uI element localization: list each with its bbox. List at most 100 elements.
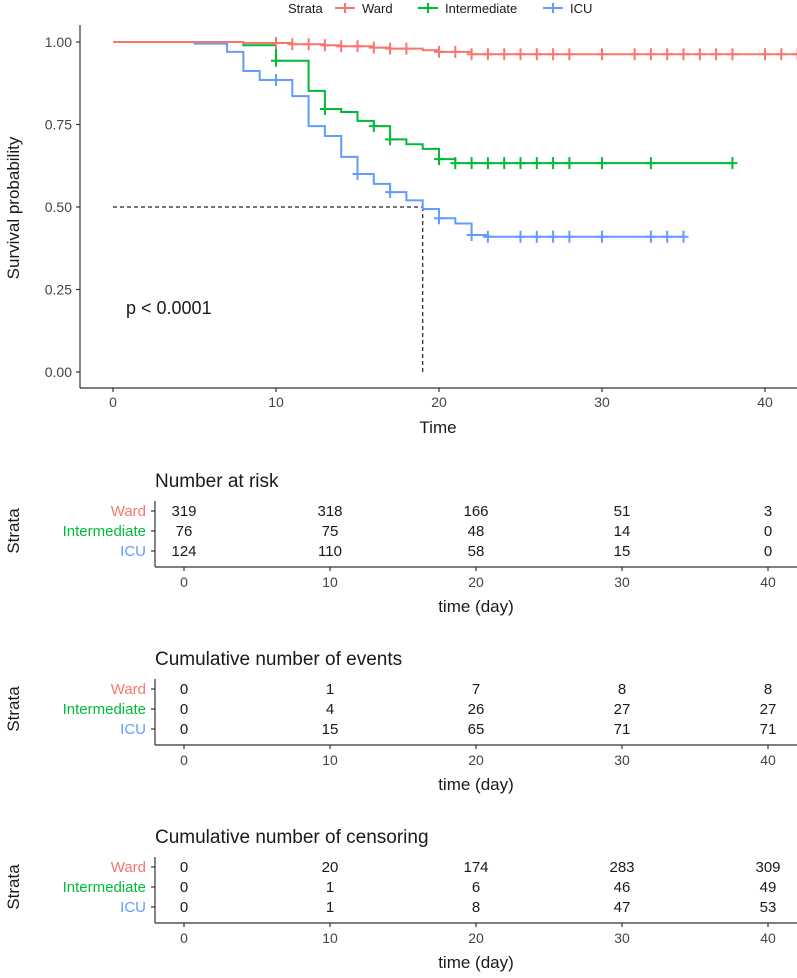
y-tick-label: 0.25 [45,282,72,298]
censor-mark-ward [368,41,379,54]
table-cell: 8 [618,681,626,698]
censor-mark-icu [597,230,607,243]
censor-mark-icu [548,230,559,243]
legend-label-intermediate: Intermediate [445,1,517,16]
table-cell: 51 [614,503,631,520]
table-cell: 71 [614,721,631,738]
censor-mark-ward [515,48,526,61]
censor-mark-icu [482,230,493,243]
censor-mark-ward [548,48,559,61]
series-intermediate [113,41,738,170]
censor-mark-icu [678,230,689,243]
table-x-tick-label: 20 [468,930,484,946]
table-x-tick-label: 30 [614,752,630,768]
table-cell: 26 [468,701,485,718]
censor-mark-intermediate [450,157,461,170]
table-cell: 8 [764,681,772,698]
censor-mark-ward [466,48,477,61]
legend-entry-ward: Ward [335,1,393,16]
censor-mark-ward [727,48,738,61]
legend-title: Strata [288,1,323,16]
table-cell: 1 [326,899,334,916]
strata-label-intermediate: Intermediate [63,879,146,896]
censor-mark-intermediate [466,157,477,170]
censor-mark-ward [434,45,444,58]
survival-curve-icu [113,41,684,238]
table-title: Number at risk [155,471,279,492]
table-cell: 47 [614,899,631,916]
censor-mark-ward [531,48,542,61]
table-cumulative-number-of-censoring: Cumulative number of censoring Strata Ward… [4,827,797,972]
table-x-tick-label: 40 [760,574,776,590]
y-tick-label: 0.75 [45,117,72,133]
censor-mark-icu [352,168,363,180]
censor-mark-ward [287,38,298,51]
survival-curve-intermediate [113,41,733,165]
table-cell: 110 [318,543,342,560]
table-x-axis-label: time (day) [438,953,514,972]
table-x-axis-label: time (day) [438,597,514,616]
table-cell: 14 [614,523,631,540]
table-cumulative-number-of-events: Cumulative number of events Strata Ward 0 1 7… [4,649,797,794]
table-cell: 71 [760,721,777,738]
table-cell: 4 [326,701,334,718]
censor-mark-ward [319,39,330,52]
table-y-axis-label: Strata [4,686,23,732]
table-y-axis-label: Strata [4,864,23,910]
table-x-tick-label: 0 [180,574,188,590]
censor-mark-intermediate [482,157,493,170]
censor-mark-icu [385,186,396,199]
table-title: Cumulative number of censoring [155,827,429,848]
strata-label-intermediate: Intermediate [63,523,146,540]
censor-mark-ward [564,48,575,61]
y-tick-label: 1.00 [45,34,72,50]
censor-mark-ward [482,48,493,61]
table-cell: 3 [764,503,772,520]
table-cell: 8 [472,899,480,916]
strata-label-icu: ICU [120,899,146,916]
censor-mark-ward [760,48,770,61]
legend-label-icu: ICU [570,1,592,16]
table-cell: 124 [171,543,196,560]
censor-mark-intermediate [434,153,444,166]
censor-mark-intermediate [385,133,396,146]
legend-entry-icu: ICU [543,1,592,16]
censor-mark-intermediate [515,157,526,170]
table-x-tick-label: 10 [322,752,338,768]
censor-mark-intermediate [368,120,379,133]
table-cell: 15 [614,543,631,560]
table-x-tick-label: 20 [468,752,484,768]
legend: Strata Ward Intermediate ICU [288,1,592,16]
table-title: Cumulative number of events [155,649,402,670]
table-cell: 0 [180,721,188,738]
table-cell: 75 [322,523,339,540]
y-axis-label: Survival probability [4,136,23,279]
censor-mark-ward [792,48,797,61]
x-tick-label: 40 [757,394,773,410]
table-cell: 27 [614,701,631,718]
series-ward [113,36,797,61]
table-cell: 49 [760,879,777,896]
strata-label-ward: Ward [111,503,146,520]
table-cell: 0 [180,879,188,896]
table-cell: 48 [468,523,485,540]
censor-mark-ward [678,48,689,61]
table-x-tick-label: 40 [760,930,776,946]
censor-mark-icu [531,230,542,243]
x-tick-label: 20 [431,394,447,410]
table-x-tick-label: 10 [322,930,338,946]
table-cell: 0 [764,543,772,560]
table-cell: 46 [614,879,631,896]
censor-mark-intermediate [548,157,559,170]
table-cell: 53 [760,899,777,916]
table-number-at-risk: Number at risk Strata Ward 319 318 166 51 3 Inte… [4,471,797,616]
table-cell: 174 [463,859,488,876]
table-cell: 318 [317,503,342,520]
censor-mark-intermediate [597,157,607,170]
censor-mark-intermediate [564,157,575,170]
censor-mark-ward [271,36,281,49]
strata-label-icu: ICU [120,721,146,738]
censor-mark-intermediate [645,157,656,170]
censor-mark-ward [401,42,412,55]
